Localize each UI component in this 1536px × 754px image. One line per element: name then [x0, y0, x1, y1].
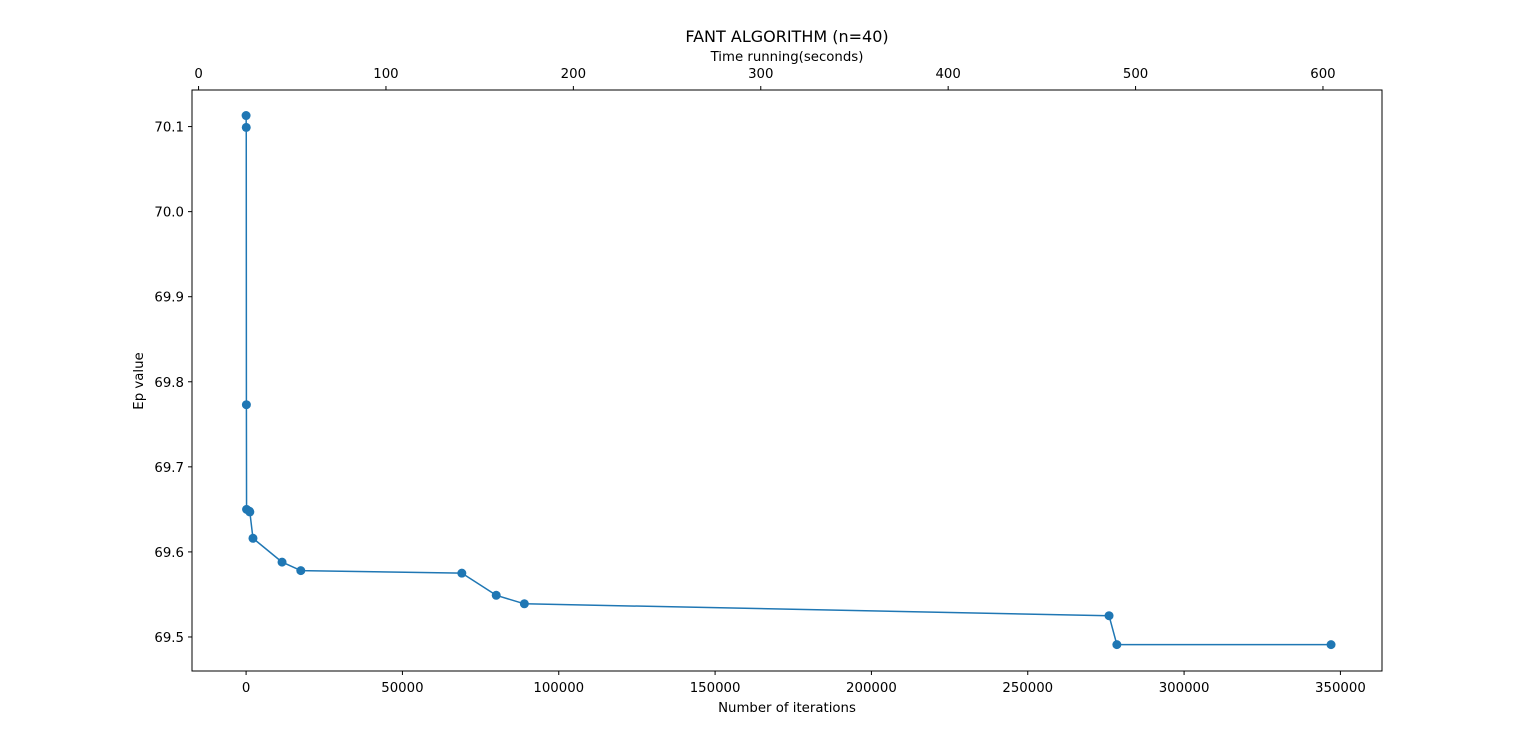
- data-point: [1326, 640, 1336, 650]
- x2-tick-label: 400: [935, 67, 960, 82]
- plot-area: [241, 111, 1336, 650]
- x-tick-label: 300000: [1159, 681, 1210, 696]
- ticks-layer: 0 50000 100000 150000 200000 250000 300000 3500…: [154, 67, 1365, 696]
- y-tick-label: 69.7: [154, 461, 184, 476]
- data-point: [277, 557, 287, 567]
- x-tick-label: 50000: [381, 681, 423, 696]
- data-point: [1104, 611, 1114, 621]
- data-point: [1112, 640, 1122, 650]
- x2-tick-label: 0: [194, 67, 202, 82]
- x2-tick-label: 200: [561, 67, 586, 82]
- y-tick-label: 69.9: [154, 291, 184, 306]
- data-point: [519, 599, 529, 609]
- series-line: [245, 115, 1332, 646]
- x2-tick-label: 300: [748, 67, 773, 82]
- x2-tick-label: 100: [373, 67, 398, 82]
- x-axis-label: Number of iterations: [718, 701, 856, 716]
- x-tick-label: 200000: [846, 681, 897, 696]
- x-tick-label: 150000: [690, 681, 741, 696]
- y-tick-label: 69.6: [154, 546, 184, 561]
- data-point: [245, 507, 255, 517]
- x-tick-label: 100000: [533, 681, 584, 696]
- data-point: [457, 568, 467, 578]
- data-point: [296, 566, 306, 576]
- x2-axis-label: Time running(seconds): [710, 50, 864, 65]
- x-tick-label: 0: [242, 681, 250, 696]
- y-tick-label: 69.8: [154, 376, 184, 391]
- data-point: [248, 533, 258, 543]
- x-tick-label: 350000: [1315, 681, 1366, 696]
- x-tick-label: 250000: [1002, 681, 1053, 696]
- data-point: [241, 122, 251, 132]
- data-point: [241, 400, 251, 410]
- plot-frame: [191, 89, 1383, 672]
- data-point: [241, 111, 251, 121]
- y-tick-label: 69.5: [154, 631, 184, 646]
- x2-tick-label: 500: [1123, 67, 1148, 82]
- data-point: [491, 590, 501, 600]
- y-tick-label: 70.0: [154, 206, 184, 221]
- x2-tick-label: 600: [1310, 67, 1335, 82]
- chart-title: FANT ALGORITHM (n=40): [685, 27, 888, 46]
- y-axis-label: Ep value: [132, 352, 147, 409]
- y-tick-label: 70.1: [154, 121, 184, 136]
